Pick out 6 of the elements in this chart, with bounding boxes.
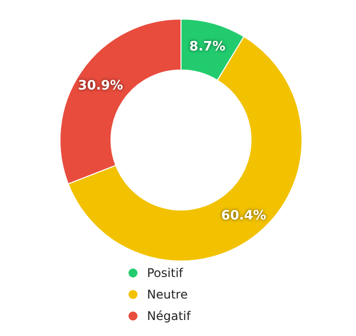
legend-label: Positif [147, 266, 184, 280]
data-label: 8.7% [189, 40, 226, 55]
data-label: 60.4% [221, 208, 266, 224]
legend-label: Neutre [147, 288, 188, 302]
data-label: 30.9% [78, 78, 124, 94]
legend-label: Négatif [147, 309, 192, 324]
